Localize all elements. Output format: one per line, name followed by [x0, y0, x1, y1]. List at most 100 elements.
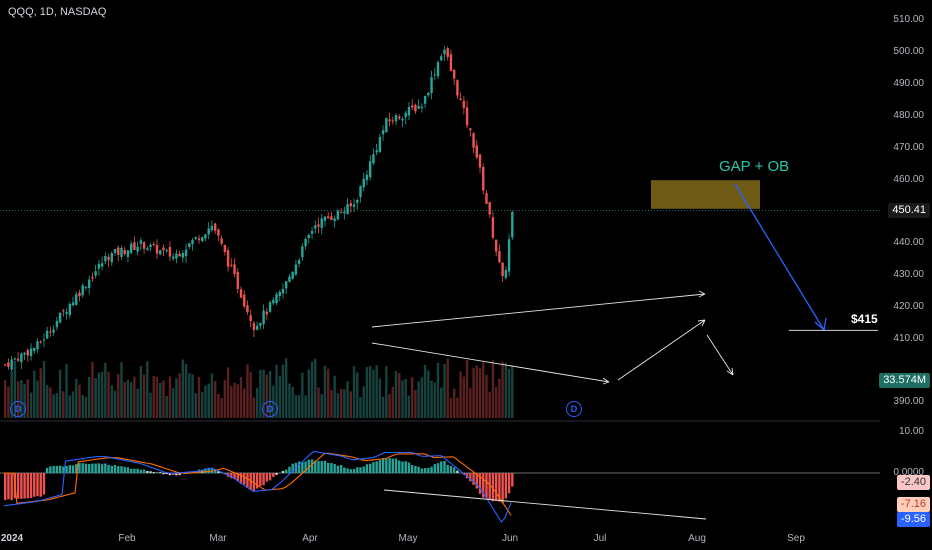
volume-bar — [75, 378, 78, 418]
time-label-sep: Sep — [787, 533, 805, 544]
candle-body — [194, 236, 197, 239]
candle-body — [104, 255, 107, 262]
macd-histogram-bar — [239, 473, 243, 484]
macd-histogram-bar — [87, 464, 91, 473]
volume-bar — [410, 377, 414, 418]
candle-body — [188, 243, 191, 247]
dividend-marker-jun[interactable]: D — [566, 401, 582, 417]
candle-body — [297, 260, 301, 264]
candle-body — [310, 230, 314, 234]
macd-histogram-bar — [42, 473, 46, 495]
macd-signal-tag: -7.16 — [896, 497, 930, 512]
volume-bar — [220, 397, 223, 418]
macd-histogram-bar — [204, 468, 207, 473]
macd-histogram-bar — [504, 473, 508, 499]
candle-body — [288, 276, 291, 282]
last-price-tag: 450.41 — [888, 203, 930, 218]
volume-bar — [320, 394, 323, 418]
volume-bar — [255, 387, 259, 418]
candle-body — [68, 303, 71, 315]
volume-bar — [414, 390, 417, 418]
macd-histogram-bar — [136, 468, 139, 473]
price-tick-410: 410.00 — [893, 333, 924, 344]
volume-bar — [488, 391, 491, 418]
candle-body — [175, 253, 178, 259]
volume-bar — [501, 361, 504, 418]
dividend-marker-mar[interactable]: D — [262, 401, 278, 417]
candle-body — [259, 322, 262, 326]
volume-bar — [10, 371, 13, 418]
candle-body — [58, 312, 62, 323]
macd-histogram-bar — [388, 458, 391, 473]
volume-bar — [336, 393, 340, 418]
time-label-jul: Jul — [593, 533, 607, 544]
candle-body — [469, 128, 472, 131]
dividend-marker-jan[interactable]: D — [10, 401, 26, 417]
candle-body — [417, 105, 420, 109]
price-tick-500: 500.00 — [893, 46, 924, 57]
macd-histogram-bar — [272, 473, 275, 478]
volume-bar — [398, 373, 401, 418]
volume-bar — [511, 366, 514, 418]
volume-bar — [230, 385, 233, 418]
macd-histogram-bar — [485, 473, 488, 499]
volume-bar — [430, 380, 433, 418]
volume-bar — [233, 382, 236, 418]
macd-histogram-bar — [327, 462, 330, 473]
macd-histogram-bar — [472, 473, 475, 485]
volume-bar — [152, 375, 155, 418]
candle-body — [501, 262, 504, 277]
candle-body — [414, 105, 417, 112]
volume-bar — [465, 359, 469, 418]
symbol-title[interactable]: QQQ, 1D, NASDAQ — [8, 6, 107, 18]
gap-ob-annotation[interactable]: GAP + OB — [719, 158, 790, 175]
candle-body — [255, 325, 259, 330]
candle-body — [107, 256, 110, 261]
volume-bar — [68, 395, 71, 418]
macd-histogram-bar — [207, 467, 210, 473]
time-label-aug: Aug — [688, 533, 706, 544]
macd-histogram-bar — [398, 460, 401, 473]
macd-histogram-bar — [291, 463, 294, 473]
candle-body — [504, 269, 508, 278]
macd-histogram-bar — [446, 464, 449, 473]
macd-histogram-bar — [494, 473, 498, 501]
candle-body — [246, 305, 249, 313]
macd-histogram-bar — [304, 461, 307, 473]
volume-bar — [297, 394, 301, 418]
volume-bar — [307, 369, 311, 418]
candle-body — [204, 234, 207, 239]
time-label-feb: Feb — [118, 533, 136, 544]
volume-bar — [440, 387, 443, 418]
candle-body — [436, 62, 440, 77]
volume-bar — [165, 395, 168, 418]
volume-bar — [427, 370, 430, 418]
candle-body — [307, 234, 311, 238]
macd-histogram-bar — [104, 463, 107, 473]
macd-histogram-bar — [230, 473, 233, 479]
macd-histogram-bar — [129, 468, 133, 473]
candle-body — [36, 341, 39, 350]
volume-bar — [407, 395, 411, 418]
target-price-annotation[interactable]: $415 — [851, 312, 878, 326]
candle-body — [320, 218, 323, 228]
macd-histogram-bar — [45, 467, 49, 473]
macd-histogram-bar — [55, 465, 59, 473]
macd-histogram-bar — [427, 467, 430, 473]
candle-body — [13, 358, 17, 360]
macd-histogram-bar — [288, 466, 291, 473]
candle-body — [304, 238, 307, 247]
macd-histogram-bar — [233, 473, 236, 480]
volume-bar — [113, 390, 117, 418]
macd-histogram-bar — [285, 469, 288, 473]
volume-bar — [443, 363, 446, 418]
candle-body — [217, 229, 220, 236]
volume-bar — [391, 386, 394, 418]
macd-histogram-bar — [246, 473, 249, 488]
price-tick-440: 440.00 — [893, 237, 924, 248]
candle-body — [33, 348, 36, 352]
volume-bar — [197, 376, 201, 418]
candle-body — [327, 216, 330, 219]
